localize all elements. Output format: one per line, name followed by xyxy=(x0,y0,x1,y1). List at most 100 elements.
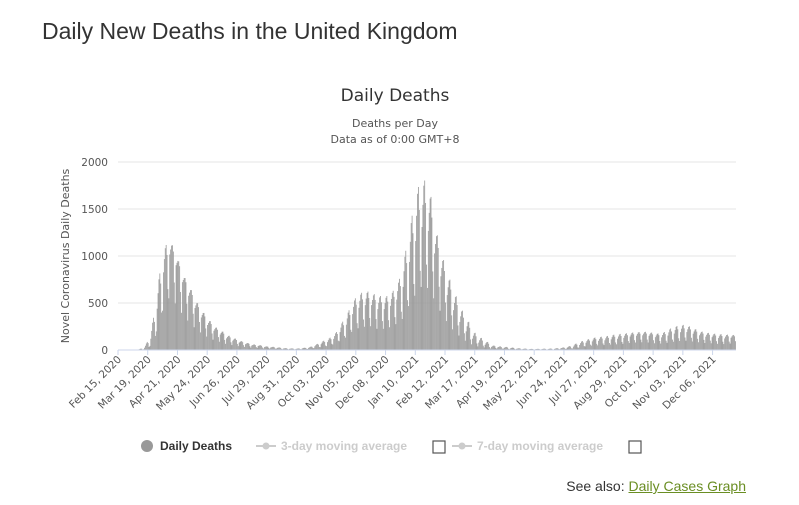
bar[interactable] xyxy=(563,347,564,350)
bar[interactable] xyxy=(703,339,705,350)
bar[interactable] xyxy=(342,321,344,350)
bar[interactable] xyxy=(518,348,520,350)
bar[interactable] xyxy=(208,321,210,350)
bar[interactable] xyxy=(707,333,708,350)
bar[interactable] xyxy=(276,348,278,350)
bar[interactable] xyxy=(281,348,282,350)
bar[interactable] xyxy=(211,333,213,350)
bar[interactable] xyxy=(257,346,259,350)
bar[interactable] xyxy=(682,324,684,350)
bar[interactable] xyxy=(431,217,433,350)
bar[interactable] xyxy=(327,340,329,350)
bar[interactable] xyxy=(631,332,633,350)
bar[interactable] xyxy=(648,335,650,350)
bar[interactable] xyxy=(292,348,294,350)
bar[interactable] xyxy=(263,348,264,350)
bar[interactable] xyxy=(369,317,371,350)
bar[interactable] xyxy=(548,348,550,350)
bar[interactable] xyxy=(341,323,343,350)
bar[interactable] xyxy=(629,336,631,350)
bar[interactable] xyxy=(613,334,615,350)
bar[interactable] xyxy=(721,336,723,350)
bar[interactable] xyxy=(676,325,678,350)
bar[interactable] xyxy=(478,342,480,350)
bar[interactable] xyxy=(181,312,182,350)
bar[interactable] xyxy=(302,348,304,350)
bar[interactable] xyxy=(421,227,423,350)
bar[interactable] xyxy=(675,326,677,350)
bar[interactable] xyxy=(696,331,698,350)
bar[interactable] xyxy=(359,300,361,350)
bar[interactable] xyxy=(690,329,691,350)
bar[interactable] xyxy=(374,299,376,350)
bar[interactable] xyxy=(630,334,632,350)
bar[interactable] xyxy=(253,344,254,350)
legend-item-3day-average[interactable]: 3-day moving average xyxy=(256,439,446,454)
bar[interactable] xyxy=(472,338,473,350)
bar[interactable] xyxy=(158,279,160,350)
bar[interactable] xyxy=(255,346,257,350)
bar[interactable] xyxy=(549,348,551,350)
bar[interactable] xyxy=(708,334,710,350)
bar[interactable] xyxy=(187,320,189,350)
bar[interactable] xyxy=(592,339,594,350)
bar[interactable] xyxy=(494,346,496,350)
bar[interactable] xyxy=(338,341,340,350)
bar[interactable] xyxy=(278,347,280,350)
bar[interactable] xyxy=(410,223,412,350)
bar[interactable] xyxy=(414,295,416,350)
bar[interactable] xyxy=(482,345,484,350)
bar[interactable] xyxy=(723,344,725,350)
bar[interactable] xyxy=(350,329,352,350)
bar[interactable] xyxy=(242,342,244,350)
bar[interactable] xyxy=(464,340,466,350)
bar[interactable] xyxy=(564,348,566,350)
bar[interactable] xyxy=(570,346,572,350)
bar[interactable] xyxy=(588,339,590,350)
bar[interactable] xyxy=(313,348,315,350)
bar[interactable] xyxy=(525,348,527,350)
bar[interactable] xyxy=(554,348,555,350)
bar[interactable] xyxy=(252,345,254,350)
bar[interactable] xyxy=(308,347,310,350)
bar[interactable] xyxy=(621,341,623,350)
bar[interactable] xyxy=(589,340,590,350)
bar[interactable] xyxy=(335,333,336,350)
bar[interactable] xyxy=(669,329,671,350)
bar[interactable] xyxy=(232,340,234,350)
bar[interactable] xyxy=(452,329,454,350)
bar[interactable] xyxy=(596,343,598,350)
bar[interactable] xyxy=(208,322,209,350)
bar[interactable] xyxy=(610,339,612,350)
bar[interactable] xyxy=(370,326,372,350)
bar[interactable] xyxy=(635,342,636,351)
bar[interactable] xyxy=(445,302,446,350)
bar[interactable] xyxy=(332,344,334,350)
bar[interactable] xyxy=(167,289,169,350)
bar[interactable] xyxy=(267,346,269,350)
bar[interactable] xyxy=(733,334,735,350)
bar[interactable] xyxy=(234,338,236,350)
bar[interactable] xyxy=(442,260,444,350)
bar[interactable] xyxy=(394,317,396,350)
bar[interactable] xyxy=(298,348,299,350)
bar[interactable] xyxy=(406,263,408,350)
bar[interactable] xyxy=(216,327,218,350)
bar[interactable] xyxy=(513,348,515,350)
bar[interactable] xyxy=(666,342,668,350)
bar[interactable] xyxy=(594,337,596,350)
bar[interactable] xyxy=(381,321,383,350)
bar[interactable] xyxy=(186,303,188,350)
bar[interactable] xyxy=(734,336,736,350)
bar[interactable] xyxy=(600,336,602,350)
bar[interactable] xyxy=(420,286,422,350)
bar[interactable] xyxy=(681,328,682,350)
bar[interactable] xyxy=(432,271,434,350)
bar[interactable] xyxy=(608,343,610,350)
bar[interactable] xyxy=(147,343,149,350)
bar[interactable] xyxy=(653,340,654,350)
bar[interactable] xyxy=(411,215,413,350)
bar[interactable] xyxy=(641,342,643,350)
bar[interactable] xyxy=(319,347,321,350)
bar[interactable] xyxy=(663,332,665,350)
